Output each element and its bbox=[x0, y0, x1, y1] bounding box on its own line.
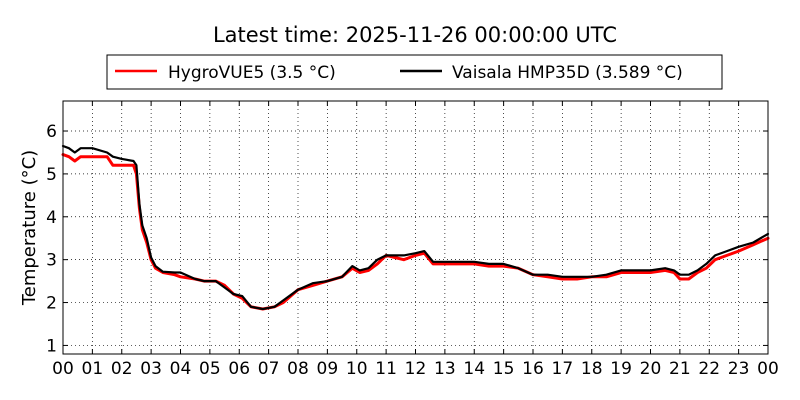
legend-label-vaisala: Vaisala HMP35D (3.589 °C) bbox=[452, 63, 683, 83]
x-tick-label: 10 bbox=[346, 359, 368, 379]
y-tick-label: 6 bbox=[46, 122, 57, 142]
x-tick-label: 12 bbox=[405, 359, 427, 379]
x-tick-label: 09 bbox=[317, 359, 339, 379]
x-axis: 00 01 02 03 04 05 06 07 08 09 10 11 12 13 14 15 16 17 18 19… bbox=[52, 101, 779, 379]
x-tick-label: 03 bbox=[140, 359, 162, 379]
x-tick-label: 13 bbox=[434, 359, 456, 379]
x-tick-label: 15 bbox=[493, 359, 515, 379]
series-line-hygrovue5 bbox=[61, 153, 770, 311]
y-tick-label: 4 bbox=[46, 208, 57, 228]
x-tick-label: 08 bbox=[287, 359, 309, 379]
y-tick-label: 5 bbox=[46, 165, 57, 185]
x-tick-label: 14 bbox=[463, 359, 485, 379]
x-tick-label: 00 bbox=[757, 359, 779, 379]
y-axis: 1 2 3 4 5 6 bbox=[46, 122, 768, 356]
x-tick-label: 18 bbox=[581, 359, 603, 379]
x-tick-label: 19 bbox=[610, 359, 632, 379]
x-tick-label: 11 bbox=[375, 359, 397, 379]
x-tick-label: 16 bbox=[522, 359, 544, 379]
x-tick-label: 01 bbox=[82, 359, 104, 379]
chart-title: Latest time: 2025-11-26 00:00:00 UTC bbox=[213, 23, 617, 47]
x-tick-label: 21 bbox=[669, 359, 691, 379]
series-line-vaisala bbox=[61, 144, 770, 311]
x-tick-label: 00 bbox=[52, 359, 74, 379]
legend-label-hygrovue5: HygroVUE5 (3.5 °C) bbox=[168, 63, 336, 83]
x-tick-label: 02 bbox=[111, 359, 133, 379]
x-tick-label: 22 bbox=[698, 359, 720, 379]
chart-series bbox=[61, 144, 770, 311]
x-tick-label: 20 bbox=[640, 359, 662, 379]
plot-area bbox=[62, 100, 769, 355]
y-axis-label: Temperature (°C) bbox=[19, 150, 40, 306]
x-tick-label: 23 bbox=[728, 359, 750, 379]
chart-legend: HygroVUE5 (3.5 °C) Vaisala HMP35D (3.589… bbox=[106, 54, 723, 90]
x-tick-label: 07 bbox=[258, 359, 280, 379]
x-tick-label: 17 bbox=[552, 359, 574, 379]
y-tick-label: 3 bbox=[46, 251, 57, 271]
y-tick-label: 2 bbox=[46, 294, 57, 314]
y-tick-label: 1 bbox=[46, 336, 57, 356]
x-tick-label: 05 bbox=[199, 359, 221, 379]
chart-grid bbox=[63, 101, 768, 354]
x-tick-label: 06 bbox=[228, 359, 250, 379]
x-tick-label: 04 bbox=[170, 359, 192, 379]
